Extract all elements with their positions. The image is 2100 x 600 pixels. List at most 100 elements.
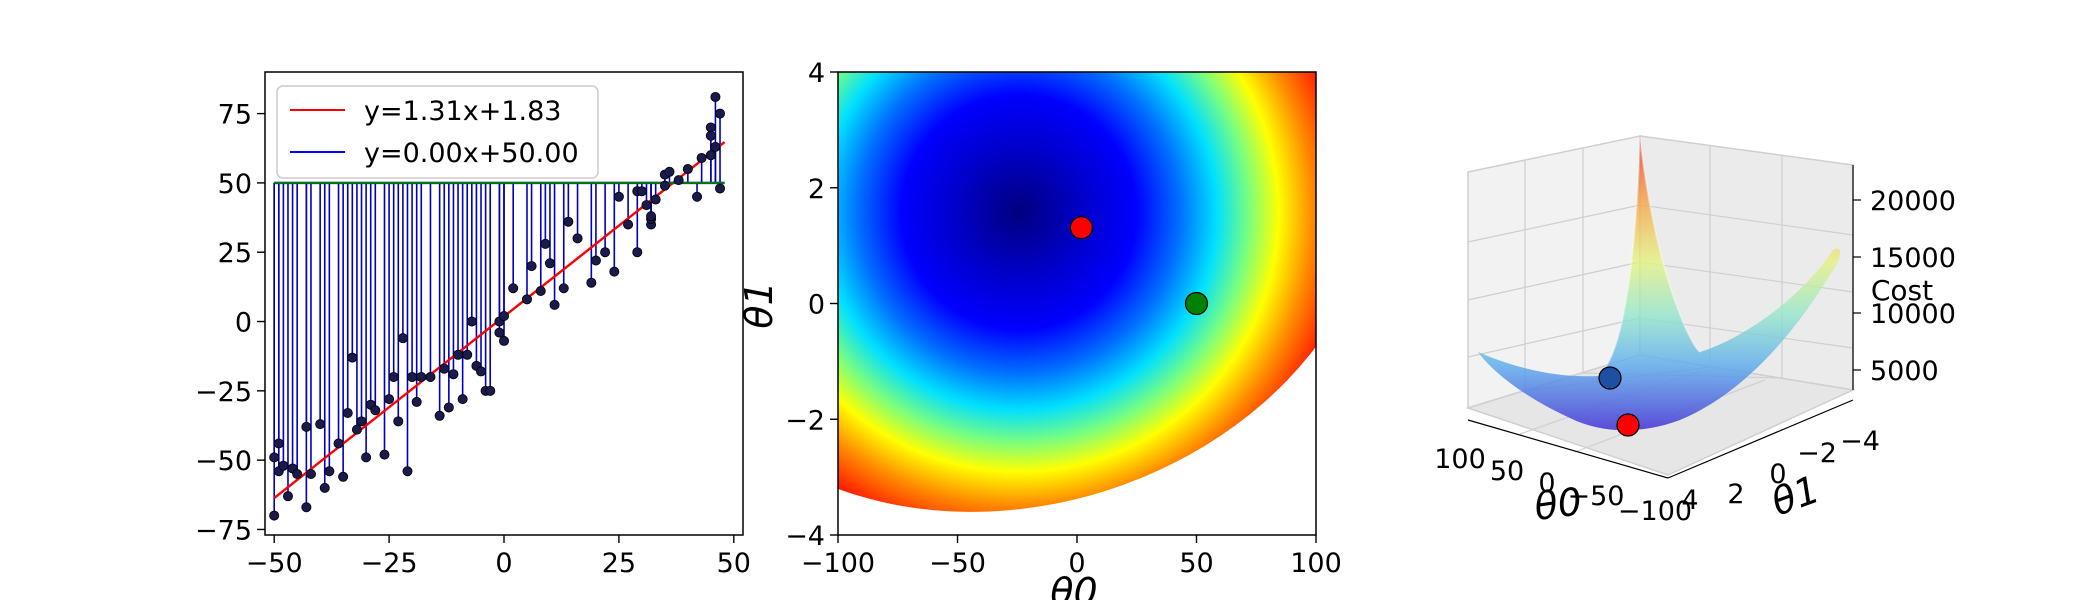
x-tick-label: −50 (246, 548, 303, 579)
data-point (370, 405, 381, 416)
data-point (411, 396, 422, 407)
data-point (439, 363, 450, 374)
data-point (315, 419, 326, 430)
surface-y-tick-label: 0 (1769, 459, 1786, 490)
data-point (453, 349, 464, 360)
data-point (650, 194, 661, 205)
data-point (278, 460, 289, 471)
data-point (682, 164, 693, 175)
data-point (402, 466, 413, 477)
x-tick-label: 0 (1068, 548, 1085, 579)
data-point (301, 421, 312, 432)
data-point (623, 219, 634, 230)
data-point (425, 371, 436, 382)
surface-x-tick-label: 50 (1490, 456, 1524, 487)
surface-y-tick-label: 2 (1727, 479, 1744, 510)
x-tick-label: 0 (495, 548, 512, 579)
data-point (632, 247, 643, 258)
data-point (673, 175, 684, 186)
data-point (715, 183, 726, 194)
surface-x-tick-label: 100 (1434, 444, 1486, 475)
data-point (508, 283, 519, 294)
data-point (572, 233, 583, 244)
y-tick-label: 4 (808, 58, 825, 89)
data-point (305, 469, 316, 480)
data-point (705, 122, 716, 133)
data-point (498, 335, 509, 346)
surface-y-tick-label: 4 (1681, 485, 1698, 516)
data-point (586, 277, 597, 288)
cost-contour-chart: −100 −50 0 50 100 −4 −2 0 2 4 θ1 θ0 (737, 58, 1342, 600)
x-tick-label: −25 (361, 548, 418, 579)
surface-edge-highlight (1597, 137, 1701, 377)
surface-y-tick-label: −4 (1840, 426, 1880, 457)
data-point (641, 200, 652, 211)
data-point (379, 449, 390, 460)
data-point (710, 91, 721, 102)
scatter-y-ticks: −75 −50 −25 0 25 50 75 (195, 100, 265, 546)
data-point (609, 266, 620, 277)
scatter-legend: y=1.31x+1.83 y=0.00x+50.00 (276, 85, 599, 179)
surface-y-axis (1667, 399, 1854, 479)
residual-lines (273, 96, 721, 516)
data-point (600, 247, 611, 258)
surface-z-ticks: 5000 10000 15000 20000 (1853, 186, 1956, 387)
contour-x-axis-title: θ0 (1050, 570, 1097, 600)
data-point (549, 299, 560, 310)
data-point (715, 108, 726, 119)
initial-marker (1184, 291, 1209, 316)
data-point (613, 191, 624, 202)
y-tick-label: 25 (218, 238, 252, 269)
y-tick-label: −4 (785, 521, 825, 552)
legend-box (276, 85, 599, 179)
data-point (705, 150, 716, 161)
x-tick-label: 100 (1290, 548, 1342, 579)
x-tick-label: −50 (929, 548, 986, 579)
data-point (590, 255, 601, 266)
cost-surface-chart: 100 50 0 −50−100 4 20−2 −4 500010000150002000… (1434, 135, 1956, 529)
data-point (351, 424, 362, 435)
data-point (692, 191, 703, 202)
data-point (664, 166, 675, 177)
surface-y-ticks: 4 20 −2 −4 (1681, 426, 1880, 516)
x-tick-label: 25 (602, 548, 636, 579)
data-point (476, 366, 487, 377)
surface-x-tick-label: −100 (1618, 496, 1692, 527)
data-point (434, 410, 445, 421)
surface-optimum-marker (1616, 413, 1640, 437)
data-point (498, 310, 509, 321)
optimum-marker (1069, 216, 1093, 240)
data-point (388, 371, 399, 382)
x-tick-label: −100 (801, 548, 875, 579)
surface-x-ticks: 100 50 0 −50−100 (1434, 444, 1692, 527)
data-point (269, 510, 280, 521)
surface-x-tick-label: 0 (1538, 468, 1555, 499)
data-point (466, 316, 477, 327)
surface-x-axis-title: θ0 (1532, 479, 1585, 529)
data-point (563, 216, 574, 227)
x-tick-label: 50 (717, 548, 751, 579)
data-point (646, 211, 657, 222)
data-point (540, 238, 551, 249)
surface-z-tick-label: 20000 (1870, 186, 1956, 217)
y-tick-label: −75 (195, 515, 252, 546)
surface-x-tick-label: −50 (1568, 481, 1625, 512)
data-point (361, 452, 372, 463)
data-point (347, 352, 358, 363)
contour-markers (1069, 216, 1209, 316)
data-point (696, 152, 707, 163)
surface-z-axis-title: Cost (1871, 274, 1933, 307)
data-point (393, 416, 404, 427)
data-point (338, 471, 349, 482)
data-point (457, 394, 468, 405)
data-point (636, 186, 647, 197)
data-point (526, 261, 537, 272)
data-point (558, 283, 569, 294)
data-point (521, 294, 532, 305)
y-tick-label: 0 (808, 290, 825, 321)
surface-y-tick-label: −2 (1797, 438, 1837, 469)
contour-field (838, 72, 1316, 535)
surface-x-axis (1467, 419, 1669, 479)
legend-label-red-fit: y=1.31x+1.83 (364, 96, 561, 127)
y-tick-label: 50 (218, 169, 252, 200)
